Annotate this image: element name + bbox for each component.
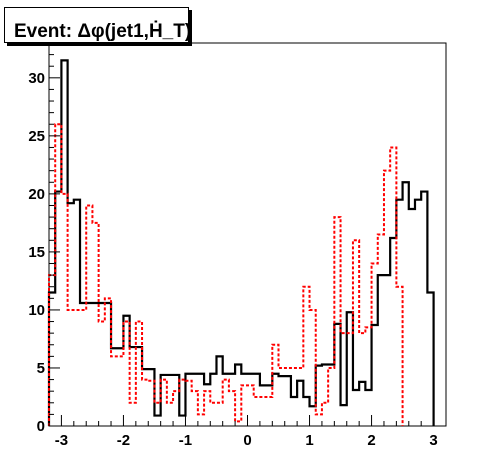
y-tick-label: 25 — [28, 128, 45, 145]
series-2-line — [48, 123, 404, 426]
x-tick-label: 1 — [305, 432, 313, 449]
series-layer — [47, 59, 435, 426]
y-tick-label: 20 — [28, 186, 45, 203]
x-tick-label: -2 — [117, 432, 130, 449]
x-tick-label: 2 — [367, 432, 375, 449]
x-tick-label: -1 — [179, 432, 192, 449]
series-1-line — [47, 59, 435, 426]
plot-frame — [48, 42, 447, 427]
x-tick-label: -3 — [55, 432, 68, 449]
y-tick-label: 5 — [37, 360, 45, 377]
title-box: Event: Δφ(jet1,Ḣ_T) — [4, 7, 192, 43]
chart-title: Event: Δφ(jet1,Ḣ_T) — [14, 21, 192, 42]
x-tick-label: 3 — [429, 432, 437, 449]
x-tick-label: 0 — [243, 432, 251, 449]
y-tick-label: 15 — [28, 244, 45, 261]
y-tick-label: 0 — [37, 418, 45, 435]
y-tick-label: 30 — [28, 70, 45, 87]
plot-area-border — [48, 42, 447, 427]
y-tick-label: 10 — [28, 302, 45, 319]
